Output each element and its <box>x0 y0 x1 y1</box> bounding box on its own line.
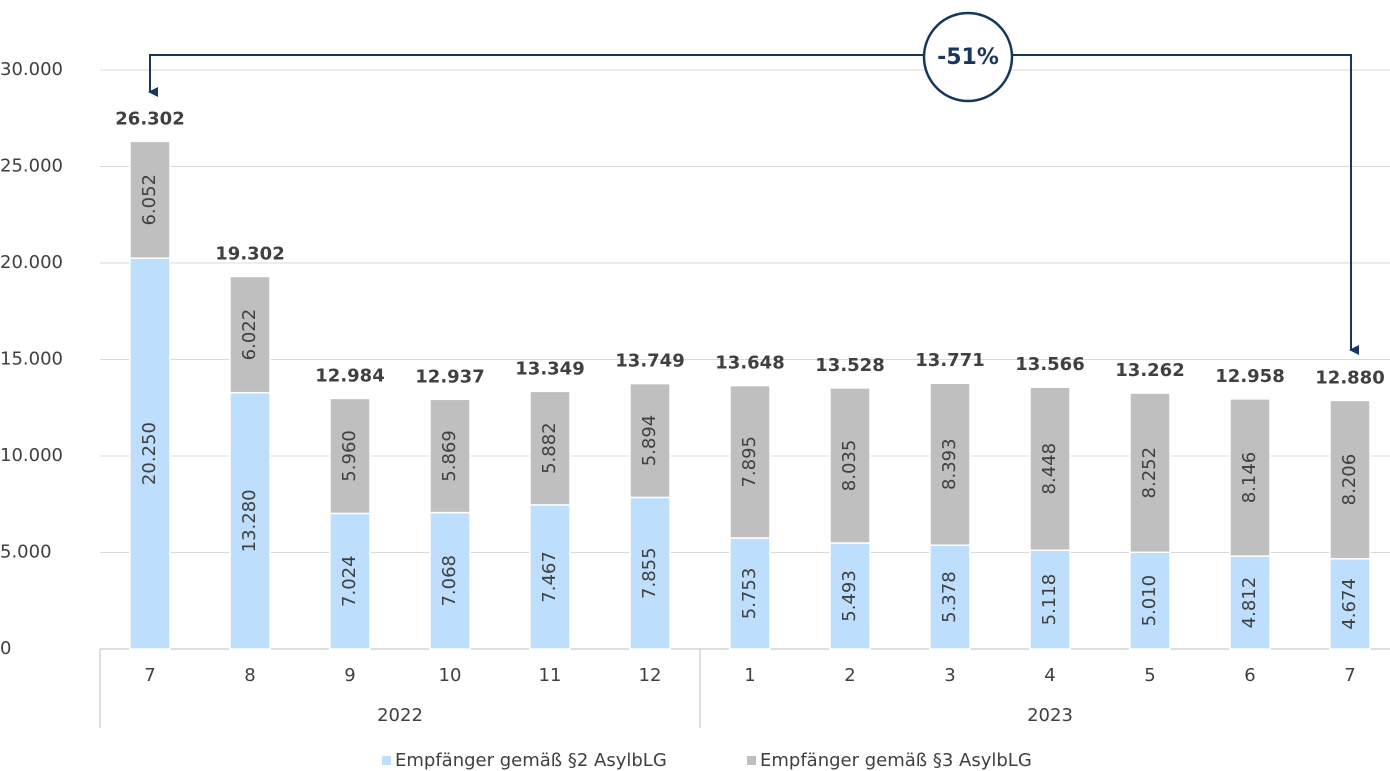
bars: 20.250 6.052 26.302 13.280 6.022 19.302 7.024 5… <box>115 108 1385 650</box>
legend-swatch <box>382 756 391 765</box>
total-label: 13.771 <box>915 350 984 371</box>
bar-segment <box>1229 398 1271 557</box>
segment-label: 5.753 <box>739 568 760 620</box>
segment-label: 5.010 <box>1139 575 1160 627</box>
bar-segment <box>829 542 871 650</box>
bar-segment <box>629 382 671 499</box>
change-annotation: -51% <box>937 45 999 70</box>
segment-label: 8.206 <box>1339 454 1360 506</box>
segment-label: 6.052 <box>139 174 160 226</box>
bar-segment <box>429 511 471 650</box>
segment-label: 5.882 <box>539 422 560 474</box>
total-label: 26.302 <box>115 108 184 129</box>
segment-label: 8.252 <box>1139 447 1160 499</box>
segment-label: 7.467 <box>539 551 560 603</box>
bar-segment <box>929 544 971 650</box>
segment-label: 20.250 <box>139 422 160 485</box>
x-tick-label: 5 <box>1144 665 1155 686</box>
x-tick-label: 12 <box>639 665 662 686</box>
total-label: 12.984 <box>315 365 384 386</box>
x-tick-label: 8 <box>244 665 255 686</box>
x-tick-label: 10 <box>439 665 462 686</box>
segment-label: 5.869 <box>439 430 460 482</box>
x-tick-label: 1 <box>744 665 755 686</box>
y-tick-label: 25.000 <box>0 156 63 177</box>
bar-segment <box>1229 555 1271 650</box>
y-tick-label: 15.000 <box>0 349 63 370</box>
bar-segment <box>329 397 371 515</box>
bar-segment <box>729 537 771 650</box>
x-tick-label: 9 <box>344 665 355 686</box>
total-label: 13.262 <box>1115 360 1184 381</box>
total-label: 13.566 <box>1015 354 1084 375</box>
total-label: 13.349 <box>515 358 584 379</box>
legend-label: Empfänger gemäß §3 AsylbLG <box>760 750 1032 771</box>
bar-segment <box>1029 386 1071 551</box>
group-label: 2022 <box>377 705 423 726</box>
segment-label: 7.855 <box>639 547 660 599</box>
x-tick-label: 11 <box>539 665 562 686</box>
segment-label: 4.812 <box>1239 577 1260 629</box>
bar-segment <box>929 382 971 546</box>
grid: 0 5.000 10.000 15.000 20.000 25.000 30.000 <box>0 59 1390 659</box>
y-tick-label: 5.000 <box>0 542 52 563</box>
x-tick-label: 3 <box>944 665 955 686</box>
segment-label: 4.674 <box>1339 578 1360 630</box>
bar-segment <box>729 384 771 539</box>
legend-swatch <box>747 756 756 765</box>
y-tick-label: 20.000 <box>0 252 63 273</box>
total-label: 12.958 <box>1215 366 1284 387</box>
total-label: 13.528 <box>815 355 884 376</box>
bar-segment <box>1129 392 1171 554</box>
bar-segment <box>1329 558 1371 650</box>
total-label: 12.937 <box>415 366 484 387</box>
total-label: 12.880 <box>1315 367 1384 388</box>
bar-segment <box>529 504 571 650</box>
change-arrow <box>148 54 1359 355</box>
x-tick-label: 7 <box>144 665 155 686</box>
y-tick-label: 30.000 <box>0 59 63 80</box>
bar-segment <box>629 496 671 650</box>
segment-label: 8.146 <box>1239 452 1260 504</box>
x-tick-label: 6 <box>1244 665 1255 686</box>
x-tick-label: 4 <box>1044 665 1055 686</box>
segment-label: 5.894 <box>639 415 660 467</box>
bar-segment <box>829 387 871 544</box>
segment-label: 5.960 <box>339 430 360 482</box>
total-label: 13.749 <box>615 351 684 372</box>
segment-label: 5.493 <box>839 570 860 622</box>
segment-label: 8.393 <box>939 438 960 490</box>
group-label: 2023 <box>1027 705 1073 726</box>
bar-segment <box>429 398 471 514</box>
x-tick-label: 2 <box>844 665 855 686</box>
change-circle <box>922 11 1014 103</box>
y-tick-label: 0 <box>0 638 11 659</box>
bar-segment <box>1329 399 1371 560</box>
segment-label: 8.035 <box>839 440 860 492</box>
segment-label: 7.895 <box>739 436 760 488</box>
segment-label: 13.280 <box>239 489 260 552</box>
y-tick-label: 10.000 <box>0 445 63 466</box>
segment-label: 8.448 <box>1039 443 1060 495</box>
bar-segment <box>329 512 371 650</box>
x-tick-label: 7 <box>1344 665 1355 686</box>
segment-label: 5.378 <box>939 571 960 623</box>
segment-label: 5.118 <box>1039 574 1060 626</box>
bar-segment <box>1129 551 1171 650</box>
total-label: 19.302 <box>215 243 284 264</box>
bar-segment <box>529 390 571 506</box>
segment-label: 6.022 <box>239 309 260 361</box>
segment-label: 7.024 <box>339 555 360 607</box>
legend-label: Empfänger gemäß §2 AsylbLG <box>395 750 667 771</box>
total-label: 13.648 <box>715 353 784 374</box>
bar-segment <box>229 391 271 650</box>
segment-label: 7.068 <box>439 555 460 607</box>
